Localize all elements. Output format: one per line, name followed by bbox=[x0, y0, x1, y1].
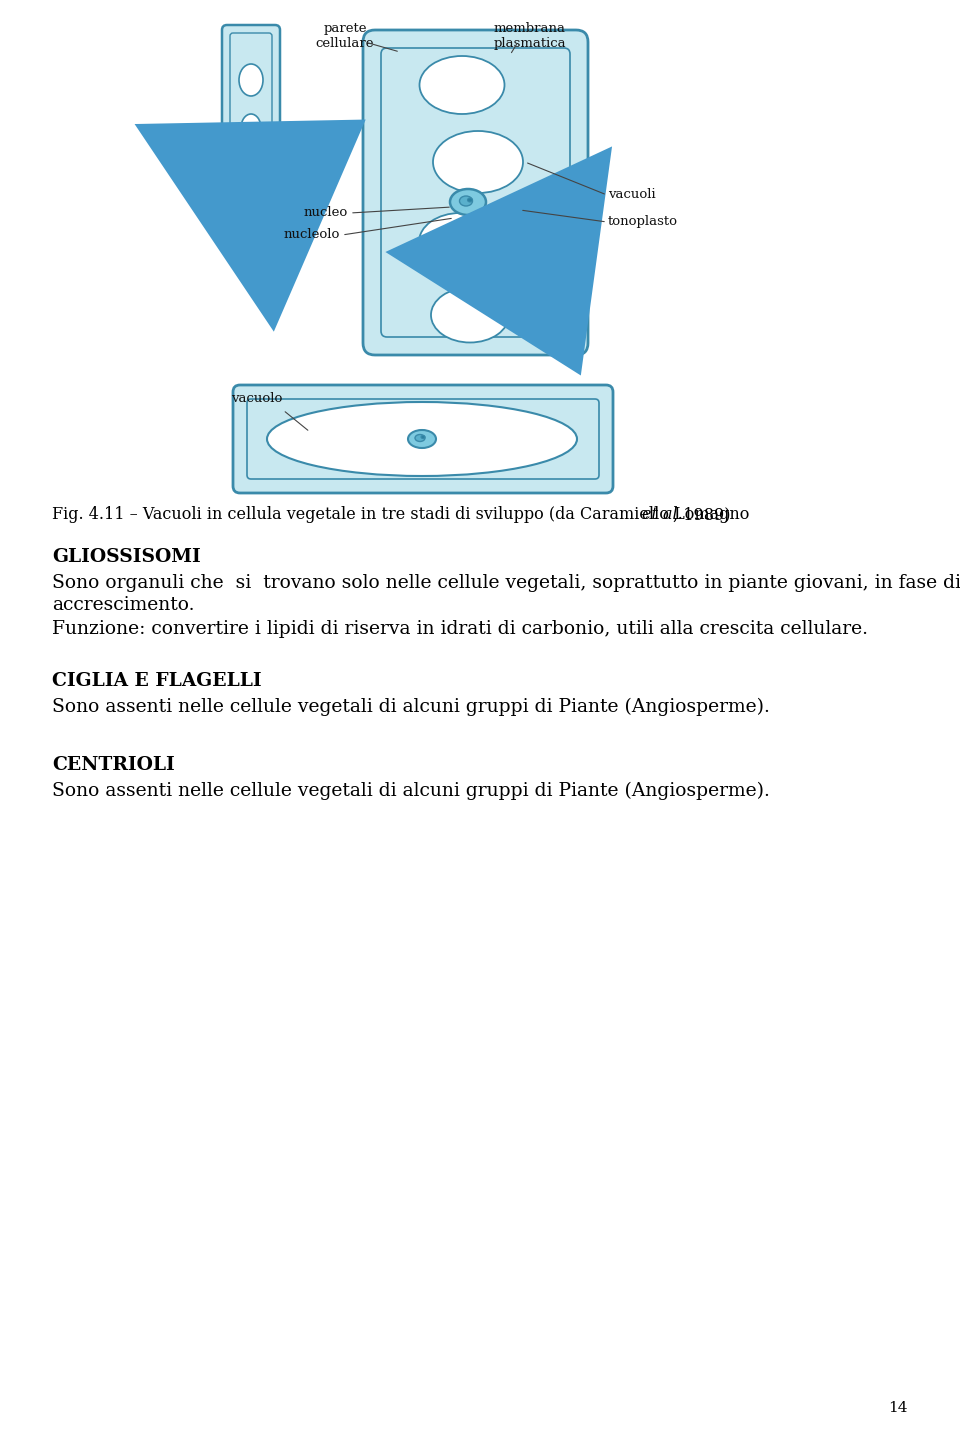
Text: accrescimento.: accrescimento. bbox=[52, 596, 195, 614]
Text: parete
cellulare: parete cellulare bbox=[316, 22, 374, 50]
Ellipse shape bbox=[234, 198, 268, 221]
Ellipse shape bbox=[433, 131, 523, 193]
Ellipse shape bbox=[267, 402, 577, 476]
FancyBboxPatch shape bbox=[222, 24, 280, 226]
FancyBboxPatch shape bbox=[363, 30, 588, 355]
Text: CIGLIA E FLAGELLI: CIGLIA E FLAGELLI bbox=[52, 673, 262, 690]
Text: vacuoli: vacuoli bbox=[608, 188, 656, 201]
Text: Sono organuli che  si  trovano solo nelle cellule vegetali, soprattutto in piant: Sono organuli che si trovano solo nelle … bbox=[52, 573, 960, 592]
Text: membrana
plasmatica: membrana plasmatica bbox=[493, 22, 566, 50]
Ellipse shape bbox=[419, 213, 501, 272]
Text: Sono assenti nelle cellule vegetali di alcuni gruppi di Piante (Angiosperme).: Sono assenti nelle cellule vegetali di a… bbox=[52, 782, 770, 800]
Ellipse shape bbox=[460, 195, 472, 205]
Ellipse shape bbox=[240, 164, 262, 193]
Text: Fig. 4.11 – Vacuoli in cellula vegetale in tre stadi di sviluppo (da Caramiello : Fig. 4.11 – Vacuoli in cellula vegetale … bbox=[52, 506, 755, 523]
Ellipse shape bbox=[251, 205, 255, 210]
Text: GLIOSSISOMI: GLIOSSISOMI bbox=[52, 547, 201, 566]
Text: 14: 14 bbox=[889, 1401, 908, 1415]
Text: vacuolo: vacuolo bbox=[230, 391, 282, 404]
Text: nucleo: nucleo bbox=[303, 207, 348, 220]
Text: et al.: et al. bbox=[642, 506, 683, 523]
Ellipse shape bbox=[450, 190, 486, 216]
FancyBboxPatch shape bbox=[233, 385, 613, 493]
Ellipse shape bbox=[421, 435, 425, 438]
Ellipse shape bbox=[468, 198, 472, 203]
Ellipse shape bbox=[431, 287, 509, 342]
Ellipse shape bbox=[408, 430, 436, 448]
Text: Funzione: convertire i lipidi di riserva in idrati di carbonio, utili alla cresc: Funzione: convertire i lipidi di riserva… bbox=[52, 619, 868, 638]
Ellipse shape bbox=[415, 434, 425, 441]
Ellipse shape bbox=[420, 56, 505, 114]
Ellipse shape bbox=[239, 65, 263, 96]
Text: CENTRIOLI: CENTRIOLI bbox=[52, 756, 175, 775]
Text: , 1989): , 1989) bbox=[673, 506, 731, 523]
Ellipse shape bbox=[241, 114, 261, 142]
Text: tonoplasto: tonoplasto bbox=[608, 216, 678, 228]
Ellipse shape bbox=[243, 204, 255, 214]
Text: nucleolo: nucleolo bbox=[283, 228, 340, 241]
Text: Sono assenti nelle cellule vegetali di alcuni gruppi di Piante (Angiosperme).: Sono assenti nelle cellule vegetali di a… bbox=[52, 698, 770, 716]
